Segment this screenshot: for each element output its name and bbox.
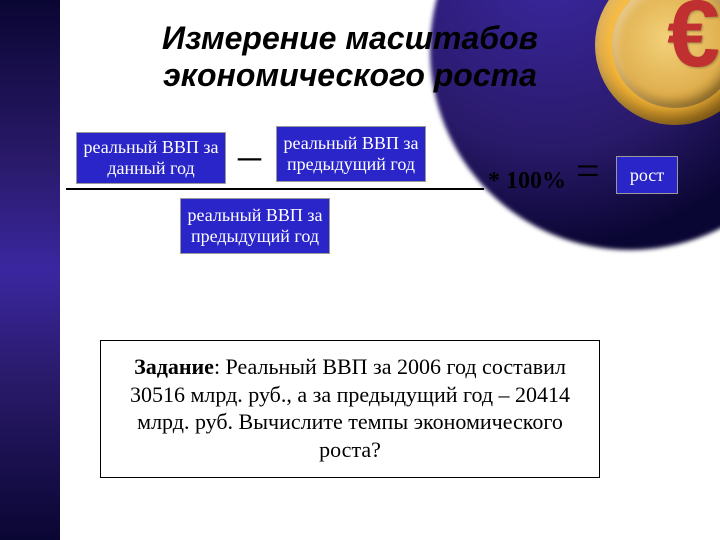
formula-box-previous-year-denominator: реальный ВВП за предыдущий год — [180, 198, 330, 254]
minus-operator: – — [238, 128, 261, 181]
task-label: Задание — [134, 354, 214, 379]
slide-content: Измерение масштабов экономического роста… — [0, 0, 720, 540]
times-100-percent: * 100% — [488, 168, 566, 195]
slide-title: Измерение масштабов экономического роста — [100, 20, 600, 94]
formula-box-current-year: реальный ВВП за данный год — [76, 132, 226, 184]
formula-box-previous-year-numerator: реальный ВВП за предыдущий год — [276, 126, 426, 182]
equals-operator: = — [576, 148, 600, 196]
formula-box-result: рост — [616, 156, 678, 194]
fraction-line — [66, 188, 484, 190]
task-box: Задание: Реальный ВВП за 2006 год состав… — [100, 340, 600, 478]
